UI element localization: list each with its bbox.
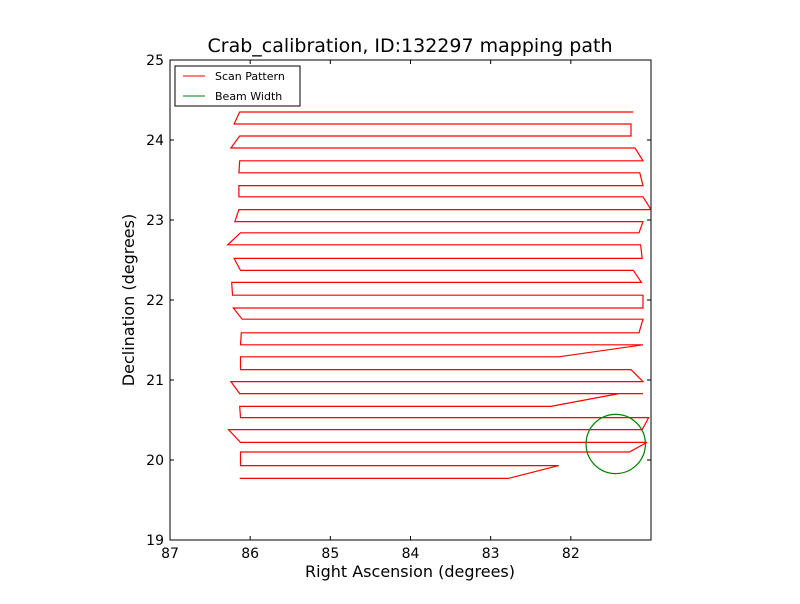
legend-beam-width-label: Beam Width (215, 90, 282, 103)
x-tick-label: 85 (321, 546, 339, 562)
y-axis: 19 20 21 22 23 24 25 (146, 53, 651, 549)
y-tick-label: 25 (146, 53, 164, 69)
x-tick-label: 87 (161, 546, 179, 562)
y-tick-label: 22 (146, 293, 164, 309)
x-axis-label: Right Ascension (degrees) (305, 562, 515, 581)
x-tick-label: 86 (241, 546, 259, 562)
legend[interactable]: Scan Pattern Beam Width (174, 65, 301, 107)
chart-title: Crab_calibration, ID:132297 mapping path (207, 35, 612, 57)
scan-pattern-line (226, 111, 651, 479)
beam-width-circle (585, 413, 646, 475)
y-tick-label: 21 (146, 373, 164, 389)
legend-frame (174, 65, 301, 107)
x-axis: 87 86 85 84 83 82 (161, 60, 580, 562)
legend-scan-pattern-label: Scan Pattern (215, 70, 285, 83)
y-tick-label: 24 (146, 133, 164, 149)
x-tick-label: 83 (482, 546, 500, 562)
x-tick-label: 84 (402, 546, 420, 562)
y-tick-label: 23 (146, 213, 164, 229)
x-tick-label: 82 (562, 546, 580, 562)
y-axis-label: Declination (degrees) (119, 214, 138, 386)
y-tick-label: 19 (146, 533, 164, 549)
y-tick-label: 20 (146, 453, 164, 469)
series-layer (226, 111, 651, 479)
